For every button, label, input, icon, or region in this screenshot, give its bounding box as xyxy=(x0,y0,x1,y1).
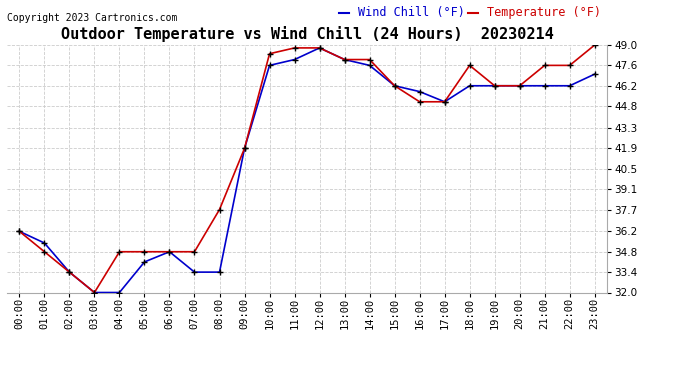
Text: Copyright 2023 Cartronics.com: Copyright 2023 Cartronics.com xyxy=(7,13,177,23)
Title: Outdoor Temperature vs Wind Chill (24 Hours)  20230214: Outdoor Temperature vs Wind Chill (24 Ho… xyxy=(61,27,553,42)
Legend: Wind Chill (°F), Temperature (°F): Wind Chill (°F), Temperature (°F) xyxy=(339,6,601,20)
